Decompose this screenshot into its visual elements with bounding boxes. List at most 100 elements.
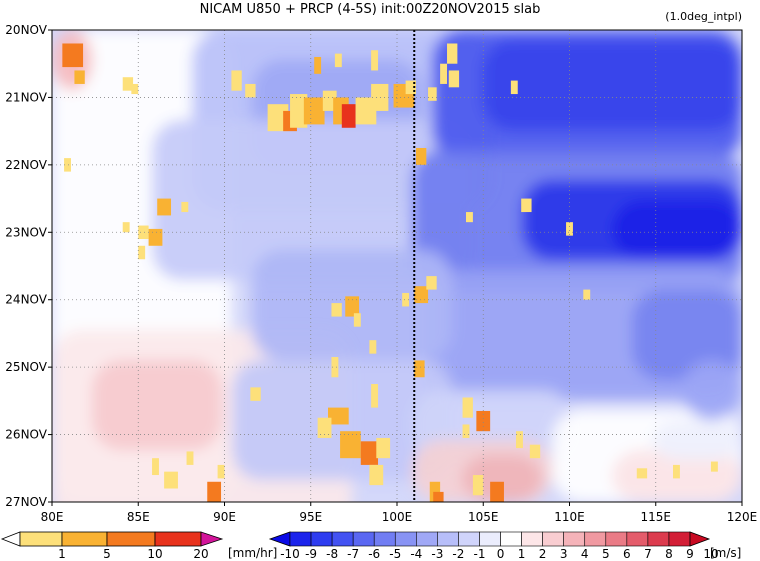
precip-cell-34: [414, 286, 429, 304]
precip-cell-40: [414, 360, 425, 378]
precip-cell-53: [369, 464, 384, 486]
precip-cell-18: [428, 87, 437, 101]
precip-cell-41: [331, 357, 339, 378]
precip-cell-29: [138, 225, 149, 240]
wind-colorbar-segment-15: [584, 531, 607, 547]
wind-colorbar-unit: [m/s]: [710, 546, 741, 560]
precip-cell-68: [566, 222, 573, 236]
precip-cell-39: [583, 289, 591, 300]
precip-cell-56: [472, 475, 484, 496]
y-tick-label-24NOV: 24NOV: [5, 293, 47, 307]
precip-cell-33: [521, 198, 532, 213]
precip-cell-21: [314, 56, 322, 74]
wind-region-23: [682, 360, 742, 420]
wind-colorbar-label-10: 10: [703, 547, 718, 561]
wind-colorbar-segment-18: [647, 531, 670, 547]
wind-colorbar-segment-3: [331, 531, 354, 547]
precip-cell-2: [74, 70, 85, 84]
wind-region-22: [652, 420, 742, 460]
precip-cell-27: [64, 158, 71, 172]
precip-cell-13: [341, 104, 356, 128]
precip-cell-61: [217, 464, 225, 479]
precip-cell-64: [186, 451, 194, 465]
wind-colorbar-label-6: 6: [623, 547, 631, 561]
y-axis-ticks: 20NOV 21NOV 22NOV 23NOV 24NOV 25NOV 26NOV 27NOV: [5, 23, 52, 509]
wind-colorbar-segment-14: [563, 531, 586, 547]
precip-cell-28: [157, 198, 172, 216]
x-tick-label-95E: 95E: [299, 510, 322, 524]
wind-colorbar: -10 -9 -8 -7 -6 -5 -4 -3 -2 -1 0 1 2 3 4 5 6 7 8 9 10[m/s]: [268, 531, 741, 561]
precip-cell-66: [673, 464, 680, 479]
wind-colorbar-label-1: 1: [518, 547, 526, 561]
precip-cell-31: [122, 222, 130, 233]
precip-cell-60: [207, 481, 222, 502]
precip-cell-17: [405, 80, 416, 95]
precip-cell-45: [476, 410, 491, 432]
wind-colorbar-segment-17: [626, 531, 649, 547]
wind-colorbar-label--1: -1: [473, 547, 485, 561]
precip-cell-22: [334, 53, 342, 68]
precip-cell-42: [369, 340, 377, 354]
precip-cell-43: [371, 384, 379, 408]
wind-colorbar-label--5: -5: [389, 547, 401, 561]
y-tick-label-27NOV: 27NOV: [5, 495, 47, 509]
precip-cell-50: [340, 431, 361, 459]
precip-cell-4: [131, 83, 139, 95]
precip-cell-35: [426, 276, 437, 290]
y-tick-label-20NOV: 20NOV: [5, 23, 47, 37]
precip-cell-59: [529, 444, 541, 459]
wind-colorbar-segment-9: [458, 531, 480, 547]
wind-colorbar-label-7: 7: [644, 547, 652, 561]
wind-colorbar-label-0: 0: [497, 547, 505, 561]
y-tick-label-26NOV: 26NOV: [5, 428, 47, 442]
wind-colorbar-segment-1: [289, 531, 312, 547]
precip-cell-25: [510, 80, 518, 95]
precip-cell-70: [181, 201, 189, 213]
precipitation-cells: [62, 43, 718, 502]
wind-colorbar-arrow-right: [689, 531, 711, 547]
x-tick-label-120E: 120E: [727, 510, 758, 524]
y-tick-label-23NOV: 23NOV: [5, 225, 47, 239]
y-tick-label-25NOV: 25NOV: [5, 360, 47, 374]
precip-cell-65: [636, 468, 648, 479]
x-tick-label-80E: 80E: [41, 510, 64, 524]
precip-colorbar-segment-3: [106, 531, 156, 547]
wind-colorbar-segment-12: [521, 531, 543, 547]
wind-colorbar-segment-4: [352, 531, 375, 547]
x-tick-label-85E: 85E: [127, 510, 150, 524]
x-tick-label-100E: 100E: [382, 510, 413, 524]
precip-colorbar-label-5: 5: [103, 547, 111, 561]
wind-colorbar-label-8: 8: [665, 547, 673, 561]
wind-region-9: [482, 40, 742, 130]
precip-colorbar-label-10: 10: [147, 547, 162, 561]
wind-colorbar-segment-5: [373, 531, 396, 547]
precip-colorbar-arrow-left: [0, 531, 21, 547]
wind-colorbar-label-5: 5: [602, 547, 610, 561]
precip-colorbar: 1 5 10 20 [mm/hr]: [0, 531, 277, 561]
wind-colorbar-segment-2: [310, 531, 333, 547]
wind-colorbar-label--2: -2: [452, 547, 464, 561]
precip-cell-37: [331, 303, 342, 317]
precip-cell-55: [433, 491, 444, 502]
wind-colorbar-segment-10: [479, 531, 501, 547]
precip-cell-58: [516, 431, 523, 449]
wind-colorbar-segment-16: [605, 531, 628, 547]
precip-cell-47: [250, 387, 261, 401]
x-tick-label-90E: 90E: [213, 510, 236, 524]
precip-cell-5: [231, 70, 242, 91]
wind-colorbar-label--4: -4: [410, 547, 422, 561]
precip-cell-51: [360, 441, 379, 465]
x-tick-label-105E: 105E: [468, 510, 499, 524]
wind-colorbar-label--8: -8: [326, 547, 338, 561]
precip-cell-26: [415, 148, 427, 165]
precip-colorbar-segment-4: [154, 531, 202, 547]
wind-colorbar-arrow-left: [268, 531, 291, 547]
precip-cell-32: [466, 212, 473, 223]
wind-colorbar-segment-13: [542, 531, 564, 547]
chart-title: NICAM U850 + PRCP (4-5S) init:00Z20NOV20…: [200, 2, 541, 17]
wind-colorbar-label--7: -7: [347, 547, 359, 561]
grid-lines: [52, 30, 742, 502]
precip-cell-63: [152, 458, 159, 476]
precip-cell-23: [371, 50, 379, 71]
